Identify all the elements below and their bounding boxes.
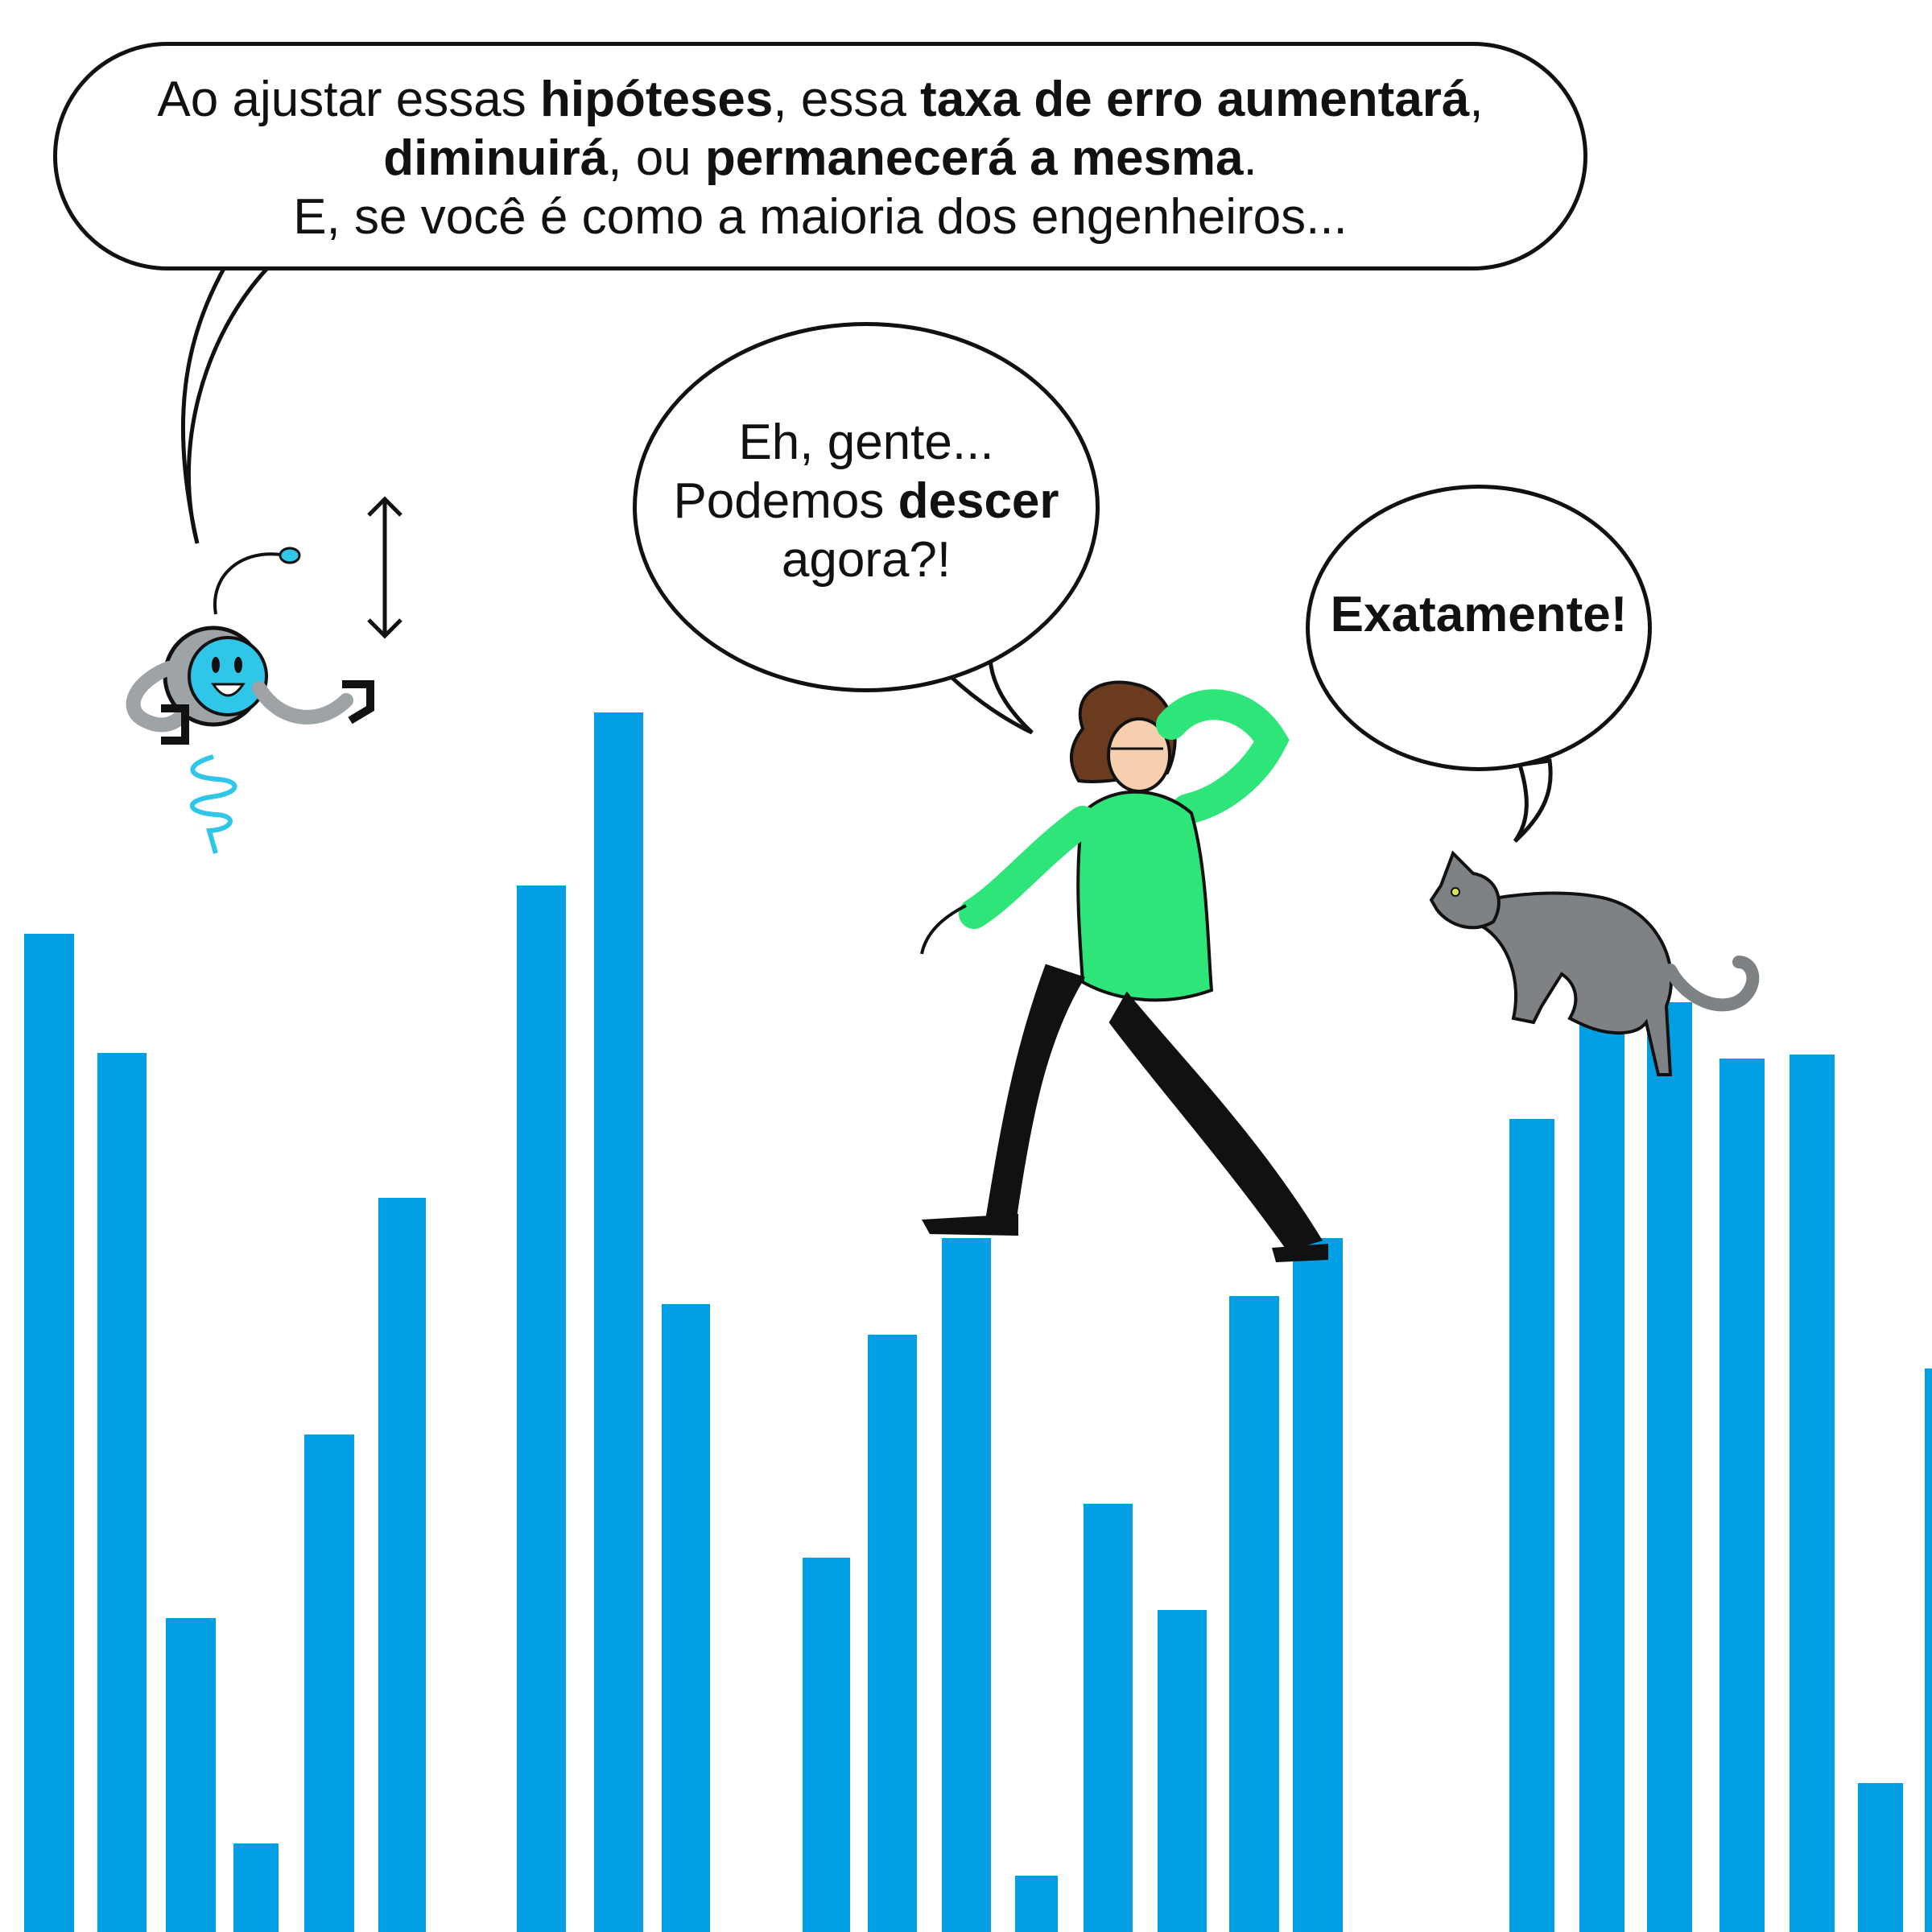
bar [662, 1304, 710, 1932]
robot-claw-left [161, 704, 189, 745]
robot-text: , essa [773, 72, 921, 127]
bar [868, 1335, 917, 1932]
bar [1858, 1783, 1903, 1932]
bar [803, 1558, 850, 1932]
robot-bubble-tail [180, 263, 275, 544]
robot-eye-right [234, 657, 242, 673]
bar [378, 1198, 426, 1932]
bar [166, 1618, 216, 1932]
bar [1647, 1002, 1692, 1932]
bar [1084, 1504, 1133, 1932]
bar [517, 886, 566, 1932]
robot-antenna [213, 552, 287, 615]
cat-eye [1451, 887, 1460, 897]
woman-arm-down [959, 806, 1098, 929]
cat-head [1429, 850, 1501, 930]
bar [304, 1435, 354, 1932]
robot-text-bold: hipóteses [539, 72, 774, 127]
robot-text: , ou [608, 130, 705, 186]
robot-speech-line-1: Ao ajustar essas hipóteses, essa taxa de… [57, 70, 1583, 129]
robot-speech-bubble: Ao ajustar essas hipóteses, essa taxa de… [53, 42, 1587, 270]
error-rate-bars [24, 712, 1932, 1932]
cat-character [1429, 850, 1760, 1076]
woman-text: Podemos [673, 473, 898, 529]
woman-arm-raised [1156, 689, 1290, 824]
robot-spring [190, 754, 237, 854]
bar [1719, 1059, 1765, 1932]
bar [24, 934, 74, 1932]
bar [97, 1053, 147, 1932]
woman-speech-line-1: Eh, gente... [738, 415, 994, 470]
robot-eye-left [212, 657, 220, 673]
robot-speech-line-3: E, se você é como a maioria dos engenhei… [293, 189, 1348, 245]
woman-bubble-tail [935, 656, 1034, 735]
bar [1925, 1368, 1932, 1932]
robot-arm-left [126, 661, 188, 733]
robot-character [126, 496, 402, 854]
bar [233, 1843, 279, 1932]
woman-speech-line-2: Podemos descer [637, 472, 1096, 530]
robot-text-bold: permanecerá a mesma [704, 130, 1244, 186]
cat-body [1475, 891, 1674, 1076]
woman-shoe-right [1272, 1244, 1328, 1262]
bar [942, 1238, 991, 1932]
bar [1293, 1238, 1343, 1932]
up-down-arrow-icon [367, 496, 402, 639]
robot-claw-right [342, 680, 374, 724]
bar [1579, 1002, 1624, 1932]
cat-speech-bubble: Exatamente! [1306, 485, 1652, 771]
woman-speech-bubble: Eh, gente... Podemos descer agora?! [633, 322, 1100, 692]
robot-text: . [1243, 130, 1257, 186]
woman-speech-line-3: agora?! [781, 532, 952, 588]
bar [1158, 1610, 1207, 1932]
robot-speech-line-2: diminuirá, ou permanecerá a mesma. [57, 129, 1583, 188]
robot-mouth [211, 683, 246, 697]
bar [1015, 1876, 1058, 1932]
bar [1509, 1119, 1554, 1932]
woman-shoe-left [922, 1214, 1018, 1236]
woman-hand [920, 904, 967, 955]
robot-arm-right [252, 681, 353, 724]
bar [594, 712, 643, 1932]
woman-pants [984, 964, 1323, 1252]
robot-text-bold: taxa de erro aumentará [920, 72, 1470, 127]
woman-character [920, 680, 1328, 1262]
cat-bubble-tail [1513, 758, 1553, 843]
robot-text: Ao ajustar essas [157, 72, 540, 127]
cat-tail [1664, 956, 1760, 1012]
robot-text-bold: diminuirá [383, 130, 609, 186]
robot-face [188, 636, 268, 716]
bar [1229, 1296, 1279, 1932]
robot-text: , [1469, 72, 1484, 127]
woman-text-bold: descer [898, 473, 1059, 529]
bar [1790, 1055, 1835, 1932]
cat-speech-line-1: Exatamente! [1330, 587, 1628, 642]
woman-shirt [1076, 790, 1214, 1002]
robot-antenna-tip [279, 547, 301, 564]
